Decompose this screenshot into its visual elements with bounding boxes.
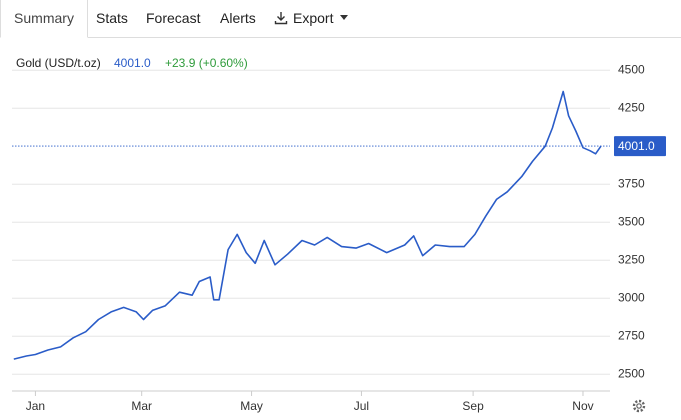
y-tick-label: 2750: [618, 328, 645, 342]
current-badge: [614, 136, 666, 157]
price-line: [13, 90, 602, 360]
tab[interactable]: Export: [293, 10, 334, 26]
tab-bar: Summary Stats Forecast Alerts Export: [0, 0, 681, 38]
y-tick-label: 3250: [618, 252, 645, 266]
tab[interactable]: Summary: [0, 0, 88, 38]
settings-icon[interactable]: [632, 399, 646, 413]
legend-value: 4001.0: [114, 56, 151, 70]
x-tick-label: Jul: [354, 399, 369, 413]
legend-change: +23.9 (+0.60%): [165, 56, 248, 70]
x-tick-label: May: [240, 399, 263, 413]
tab[interactable]: Stats: [96, 10, 128, 26]
chart: Gold (USD/t.oz) 4001.0 +23.9 (+0.60%) 25…: [12, 56, 666, 413]
x-tick-label: Sep: [462, 399, 484, 413]
x-tick-label: Mar: [131, 399, 152, 413]
y-tick-label: 3500: [618, 214, 645, 228]
download-icon: [274, 12, 288, 25]
legend-name: Gold (USD/t.oz): [16, 56, 101, 70]
y-tick-label: 2500: [618, 366, 645, 380]
y-tick-label: 3000: [618, 290, 645, 304]
y-tick-label: 4250: [618, 100, 645, 114]
tab[interactable]: Alerts: [220, 10, 256, 26]
tab[interactable]: Forecast: [146, 10, 201, 26]
y-tick-label: 3750: [618, 176, 645, 190]
x-tick-label: Jan: [26, 399, 45, 413]
y-tick-label: 4500: [618, 62, 645, 76]
caret: [340, 15, 348, 20]
current-label: 4001.0: [618, 139, 655, 153]
x-tick-label: Nov: [572, 399, 593, 413]
